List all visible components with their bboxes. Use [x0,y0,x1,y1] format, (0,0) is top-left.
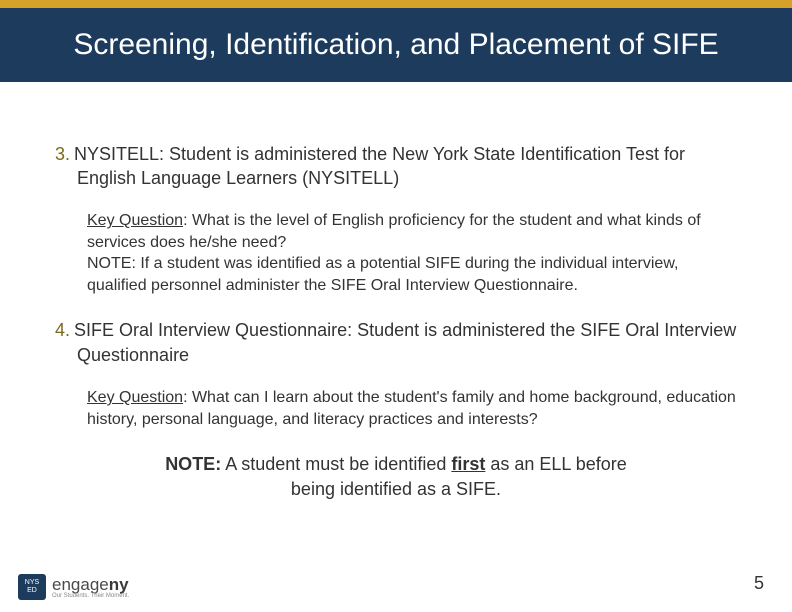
item-lead-text: SIFE Oral Interview Questionnaire: Stude… [74,320,736,364]
final-note-first: first [451,454,485,474]
item-lead-text: NYSITELL: Student is administered the Ne… [74,144,685,188]
final-note: NOTE: A student must be identified first… [55,452,737,501]
key-question-label: Key Question [87,212,183,229]
engageny-logo: engageny Our Students. Their Moment. [52,575,129,599]
item-key-question: Key Question: What is the level of Engli… [55,210,737,253]
item-note: NOTE: If a student was identified as a p… [55,253,737,296]
item-lead: 4.SIFE Oral Interview Questionnaire: Stu… [55,318,737,367]
item-number: 4. [55,320,70,340]
key-question-label: Key Question [87,389,183,406]
title-band: Screening, Identification, and Placement… [0,8,792,82]
final-note-before: A student must be identified [221,454,451,474]
nysed-badge-icon: NYS ED [18,574,46,600]
key-question-text: : What can I learn about the student's f… [87,389,736,428]
note-label: NOTE: [87,255,136,272]
slide-content: 3.NYSITELL: Student is administered the … [0,82,792,501]
badge-top: NYS [25,579,39,587]
engage-suffix: ny [109,575,129,594]
item-lead: 3.NYSITELL: Student is administered the … [55,142,737,191]
final-note-label: NOTE: [165,454,221,474]
item-number: 3. [55,144,70,164]
badge-bottom: ED [27,587,37,595]
item-key-question: Key Question: What can I learn about the… [55,387,737,430]
footer-logo: NYS ED engageny Our Students. Their Mome… [18,574,129,600]
note-text: If a student was identified as a potenti… [87,255,678,294]
engageny-wordmark: engageny [52,575,129,595]
list-item: 4.SIFE Oral Interview Questionnaire: Stu… [55,318,737,430]
page-number: 5 [754,573,764,594]
slide-title: Screening, Identification, and Placement… [40,26,752,64]
engage-prefix: engage [52,575,109,594]
top-accent-bar [0,0,792,8]
list-item: 3.NYSITELL: Student is administered the … [55,142,737,297]
engageny-tagline: Our Students. Their Moment. [52,593,129,599]
